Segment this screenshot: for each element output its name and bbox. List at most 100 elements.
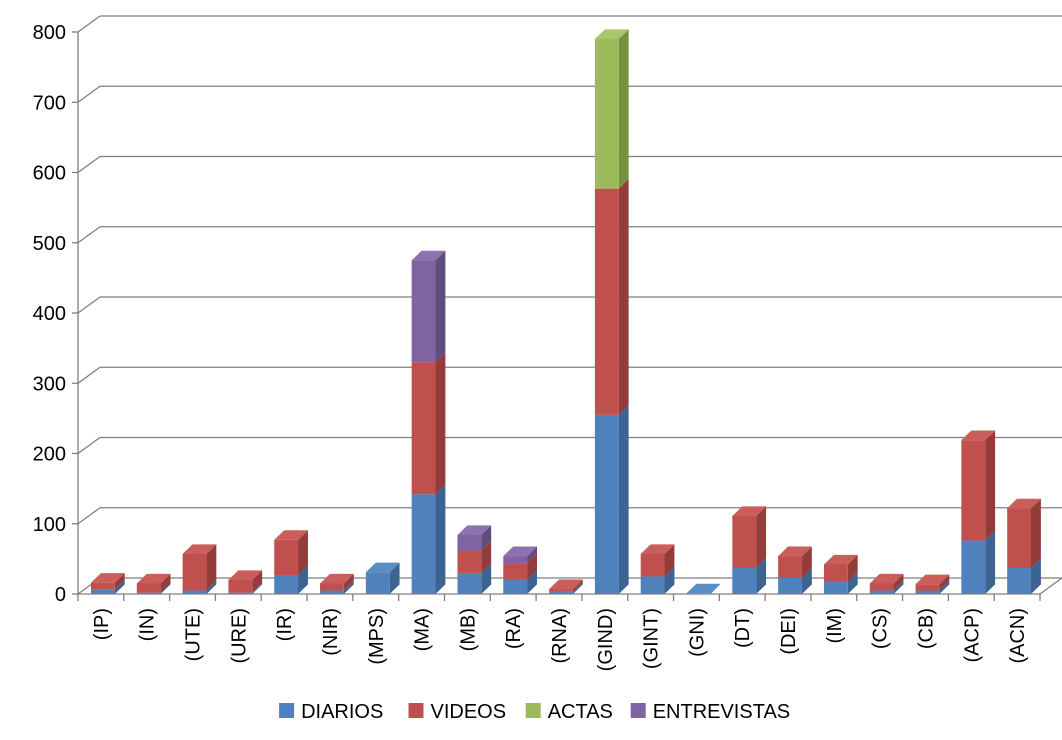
y-tick-label: 300 — [33, 373, 66, 395]
bar-stack — [457, 525, 492, 594]
bar-segment — [411, 494, 436, 594]
bar-segment — [778, 556, 802, 578]
bar-segment-side — [435, 484, 446, 594]
bar-segment — [503, 556, 528, 564]
x-tick-label: (GINT) — [641, 608, 663, 669]
bar-segment-side — [1031, 558, 1041, 594]
bar-segment-side — [298, 565, 308, 594]
bar-top — [869, 573, 904, 584]
x-tick-label: (MB) — [457, 608, 479, 651]
x-tick-label: (MPS) — [366, 608, 388, 665]
bar-segment-side — [847, 572, 858, 594]
bar-top — [549, 579, 583, 590]
bar-segment — [869, 583, 894, 591]
bar-segment-side — [527, 546, 538, 564]
x-tick-label: (IM) — [824, 608, 846, 644]
bar-stack — [503, 546, 538, 594]
x-tick-label: (URE) — [228, 608, 250, 664]
bar-segment — [1007, 568, 1032, 594]
gridline-depth — [77, 436, 101, 455]
gridline-depth — [77, 85, 101, 103]
y-tick-label: 600 — [33, 163, 66, 185]
bar-segment-side — [481, 540, 492, 573]
bar-top — [136, 573, 171, 584]
bar-stack — [732, 506, 767, 594]
bar-segment-side — [847, 554, 858, 583]
bar-segment — [961, 440, 986, 541]
bar-segment — [869, 590, 894, 594]
bar-segment-side — [893, 573, 904, 591]
bar-segment-side — [206, 580, 217, 594]
bar-segment — [823, 564, 848, 583]
bar-top — [778, 546, 812, 557]
bar-segment — [503, 579, 528, 594]
bar-segment — [594, 39, 619, 189]
bar-segment-side — [618, 29, 629, 189]
x-tick-label: (CS) — [870, 608, 892, 649]
bar-segment — [961, 540, 986, 594]
bar-stack — [823, 554, 858, 594]
bar-stack — [778, 546, 812, 594]
bar-segment — [915, 590, 940, 594]
bar-segment-side — [939, 574, 950, 591]
bar-segment-side — [618, 179, 629, 415]
bar-stack — [320, 573, 354, 594]
bar-top — [320, 573, 354, 584]
bar-segment-side — [114, 580, 125, 594]
bar-segment — [457, 550, 482, 573]
bar-top — [1007, 498, 1041, 509]
bar-segment — [182, 590, 207, 594]
bar-segment-side — [252, 570, 263, 593]
gridline-depth — [77, 15, 101, 33]
bar-top — [732, 506, 767, 517]
bar-stack — [915, 574, 950, 594]
bar-segment — [503, 563, 528, 580]
x-tick-label: (ACN) — [1007, 608, 1029, 664]
bar-top — [961, 430, 996, 441]
x-tick-label: (RA) — [503, 608, 525, 649]
bar-segment — [90, 589, 115, 594]
legend: DIARIOS VIDEOS ACTAS ENTREVISTAS — [279, 701, 790, 723]
bar-stack — [961, 430, 996, 594]
bar-top — [411, 250, 446, 261]
x-tick-label: (IR) — [274, 608, 296, 641]
bar-segment-side — [298, 530, 308, 576]
bar-top — [274, 530, 308, 540]
bar-segment-side — [527, 570, 538, 594]
x-axis-depth — [1039, 577, 1062, 595]
bar-segment-side — [801, 568, 812, 594]
bar-top — [823, 554, 858, 565]
x-tick-label: (DT) — [732, 608, 754, 648]
bar-stack — [411, 250, 446, 594]
gridline-depth — [77, 226, 101, 244]
y-tick-label: 800 — [33, 22, 66, 44]
bar-top — [503, 546, 538, 557]
bar-segment-side — [343, 573, 354, 591]
bar-top — [457, 525, 492, 535]
y-tick-label: 400 — [33, 303, 66, 325]
bar-top — [182, 544, 217, 554]
bar-stack — [549, 579, 583, 594]
legend-label: ACTAS — [548, 701, 613, 723]
bar-segment-side — [572, 579, 583, 592]
bar-segment — [320, 583, 344, 591]
bar-stack — [365, 562, 400, 594]
bar-stack — [640, 544, 675, 594]
bars — [90, 29, 1041, 594]
bar-top — [640, 544, 675, 554]
bar-segment-side — [481, 525, 492, 551]
bar-segment-side — [160, 573, 171, 593]
bar-segment-side — [572, 582, 583, 594]
bar-segment-side — [664, 544, 675, 577]
gridline-depth — [77, 366, 101, 384]
bar-segment-side — [114, 573, 125, 590]
legend-item: DIARIOS — [279, 701, 383, 723]
y-axis: 0 100 200 300 400 500 600 700 800 — [33, 22, 79, 606]
bar-segment — [274, 539, 299, 576]
bar-top — [686, 583, 721, 594]
y-tick-label: 200 — [33, 444, 66, 466]
bar-segment — [915, 584, 940, 591]
x-tick-label: (NIR) — [320, 608, 342, 656]
x-tick-label: (GNI) — [686, 608, 708, 657]
